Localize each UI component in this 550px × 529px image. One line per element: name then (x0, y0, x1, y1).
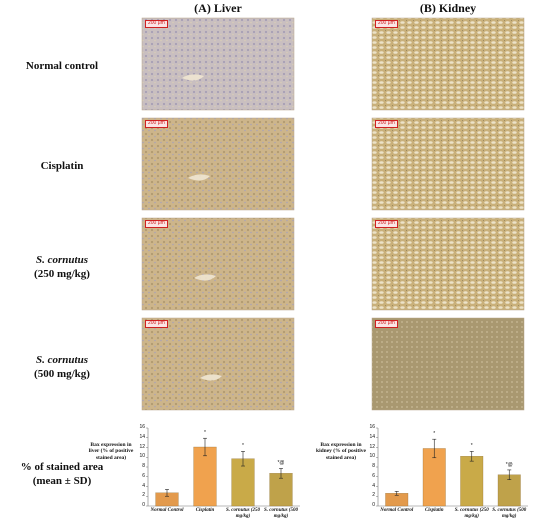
x-tick-label: S. cornutus (500 mg/kg) (263, 508, 299, 519)
scale-bar-label: 200 μm (145, 120, 168, 128)
significance-label: *@ (277, 460, 285, 467)
scale-bar-label: 200 μm (375, 220, 398, 228)
x-tick-label: Cisplatin (195, 508, 215, 513)
significance-label: * (433, 431, 436, 438)
scale-bar-label: 200 μm (375, 120, 398, 128)
y-tick-label: 2 (142, 492, 145, 499)
column-header: (A) Liver (194, 1, 242, 15)
scale-bar-label: 200 μm (145, 220, 168, 228)
y-tick-label: 2 (372, 492, 375, 499)
y-tick-label: 14 (369, 433, 375, 440)
row-label: % of stained area (20, 461, 104, 473)
y-tick-label: 10 (139, 453, 145, 460)
row-label: Normal control (25, 60, 99, 72)
y-tick-label: 14 (139, 433, 145, 440)
y-tick-label: 6 (372, 472, 375, 479)
y-tick-label: 6 (142, 472, 145, 479)
y-tick-label: 0 (372, 502, 375, 508)
scale-bar-label: 200 μm (145, 320, 168, 328)
significance-label: *@ (505, 461, 513, 468)
y-tick-label: 16 (139, 424, 145, 430)
row-label: S. cornutus (36, 254, 88, 266)
x-tick-label: Normal Control (380, 508, 414, 513)
row-label-sub: (mean ± SD) (32, 475, 92, 487)
bar (460, 456, 484, 507)
micrograph (371, 17, 525, 111)
scale-bar-label: 200 μm (375, 20, 398, 28)
micrograph (141, 17, 295, 111)
y-axis-label: Bax expression in liver (% of positive s… (88, 442, 134, 461)
x-tick-label: Cisplatin (424, 508, 444, 513)
micrograph (371, 217, 525, 311)
vessel (194, 274, 216, 281)
vessel (182, 74, 204, 81)
scale-bar-label: 200 μm (375, 320, 398, 328)
row-label-sub: (250 mg/kg) (34, 268, 90, 280)
vessel (188, 174, 210, 181)
y-tick-label: 8 (142, 463, 145, 469)
x-tick-label: S. cornutus (250 mg/kg) (454, 508, 489, 519)
row-label: Cisplatin (40, 160, 84, 172)
column-header: (B) Kidney (419, 1, 477, 15)
y-tick-label: 4 (372, 482, 375, 489)
significance-label: * (204, 430, 206, 437)
micrograph (371, 117, 525, 211)
x-tick-label: S. cornutus (500 mg/kg) (492, 508, 527, 519)
y-tick-label: 12 (369, 443, 375, 450)
y-tick-label: 0 (142, 502, 145, 508)
y-tick-label: 8 (372, 463, 375, 469)
micrograph (371, 317, 525, 411)
vessel (200, 374, 222, 381)
significance-label: * (242, 443, 244, 450)
y-tick-label: 4 (142, 482, 145, 489)
y-tick-label: 10 (369, 453, 375, 460)
x-tick-label: Normal Control (150, 508, 184, 513)
y-axis-label: Bax expression in kidney (% of positive … (316, 442, 366, 461)
micrograph (141, 217, 295, 311)
scale-bar-label: 200 μm (145, 20, 168, 28)
micrograph (141, 117, 295, 211)
y-tick-label: 16 (369, 424, 375, 430)
significance-label: * (470, 443, 473, 450)
row-label: S. cornutus (36, 354, 88, 366)
row-label-sub: (500 mg/kg) (34, 368, 90, 380)
y-tick-label: 12 (139, 443, 145, 450)
micrograph (141, 317, 295, 411)
x-tick-label: S. cornutus (250 mg/kg) (225, 508, 261, 519)
